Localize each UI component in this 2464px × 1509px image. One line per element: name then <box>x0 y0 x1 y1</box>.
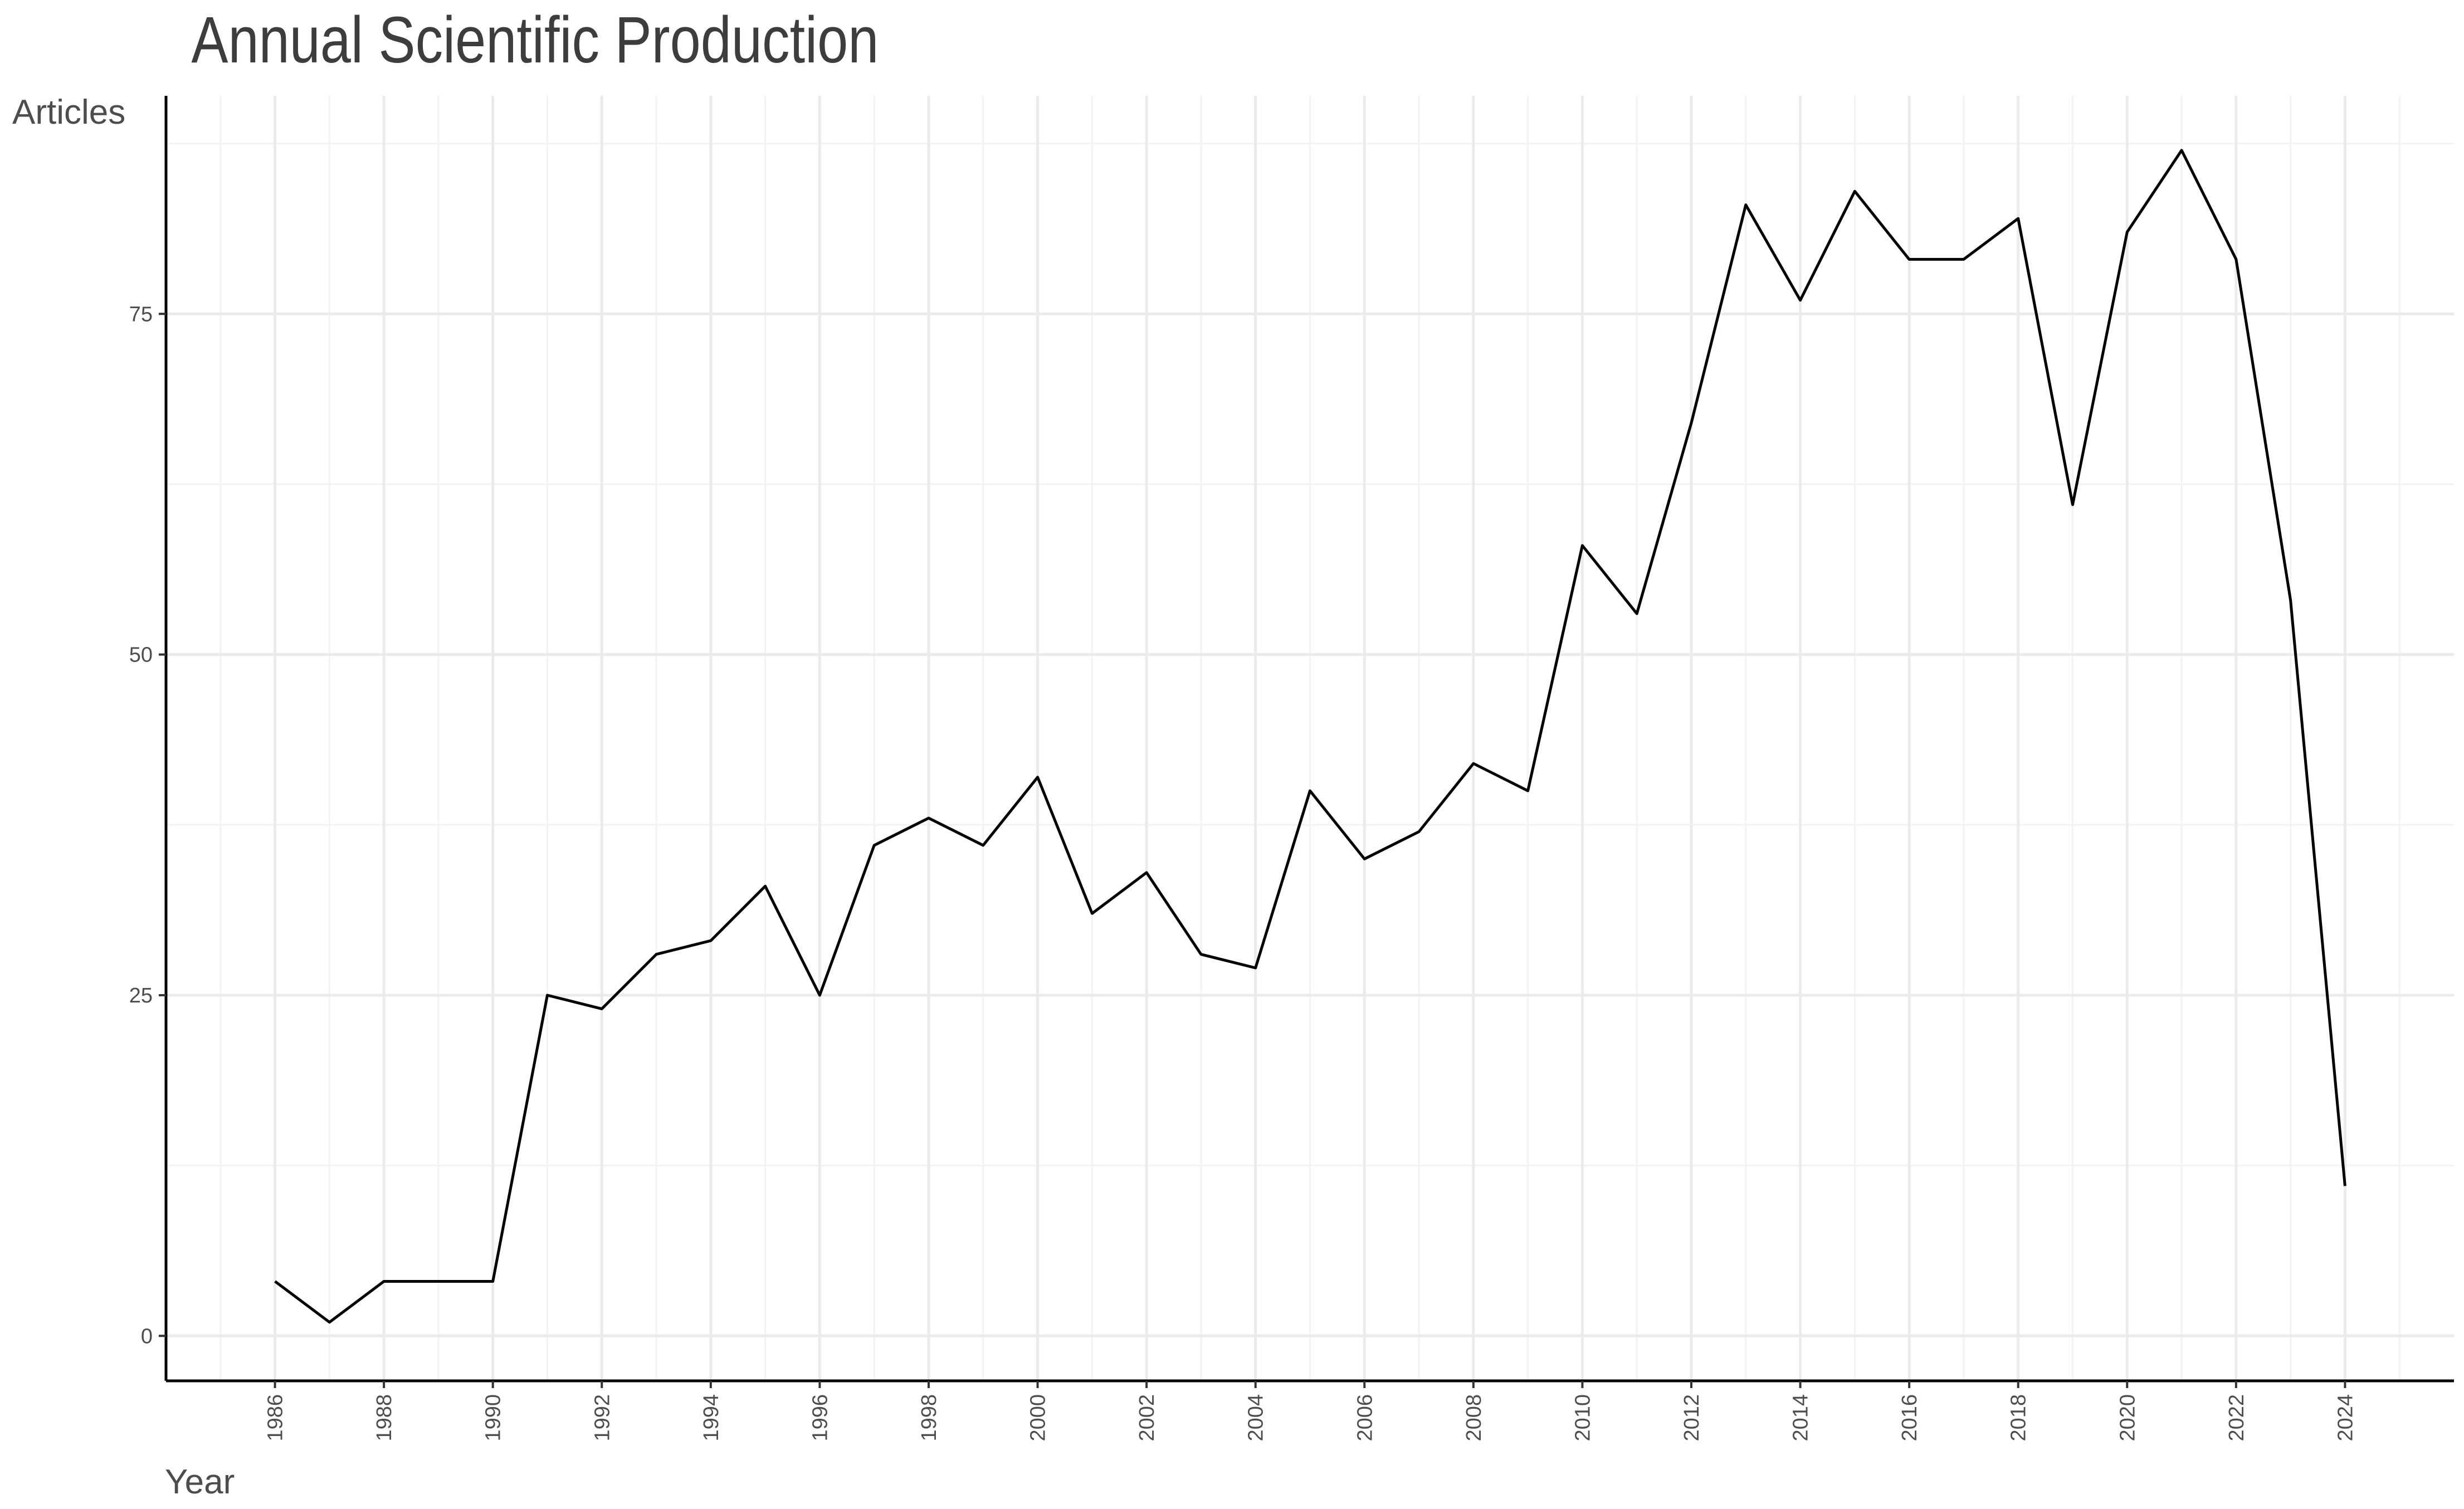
tick-labels: 0 25 50 75 1986 1988 1990 1992 1994 1996 1998 2000 2… <box>129 303 2358 1441</box>
gridlines <box>166 96 2454 1381</box>
x-tick-label: 2022 <box>2225 1394 2248 1442</box>
y-tick-label: 25 <box>129 984 153 1007</box>
x-tick-label: 2010 <box>1571 1394 1594 1442</box>
chart-title: Annual Scientific Production <box>191 3 879 77</box>
x-tick-label: 2008 <box>1462 1394 1486 1442</box>
x-axis-title: Year <box>165 1463 235 1501</box>
x-tick-label: 1998 <box>918 1394 941 1442</box>
x-tick-label: 2012 <box>1680 1394 1704 1442</box>
x-tick-label: 2014 <box>1789 1394 1813 1442</box>
x-tick-label: 1990 <box>482 1394 505 1442</box>
series-line <box>274 149 2346 1324</box>
y-tick-label: 75 <box>129 303 153 326</box>
x-tick-label: 2004 <box>1245 1394 1268 1442</box>
axes <box>159 96 2454 1388</box>
x-tick-label: 1988 <box>373 1394 396 1442</box>
x-tick-label: 2024 <box>2334 1394 2357 1442</box>
x-tick-label: 2006 <box>1353 1394 1377 1442</box>
x-tick-label: 2020 <box>2116 1394 2139 1442</box>
series-layer <box>274 149 2346 1324</box>
x-tick-label: 1996 <box>808 1394 832 1442</box>
x-tick-label: 1986 <box>264 1394 287 1442</box>
x-tick-label: 2000 <box>1027 1394 1050 1442</box>
x-tick-label: 1994 <box>700 1394 723 1442</box>
y-tick-label: 50 <box>129 644 153 667</box>
x-tick-label: 2016 <box>1898 1394 1921 1442</box>
x-tick-label: 2002 <box>1135 1394 1159 1442</box>
y-axis-title: Articles <box>12 93 125 132</box>
x-tick-label: 1992 <box>591 1394 614 1442</box>
x-tick-label: 2018 <box>2007 1394 2031 1442</box>
y-tick-label: 0 <box>141 1325 153 1348</box>
